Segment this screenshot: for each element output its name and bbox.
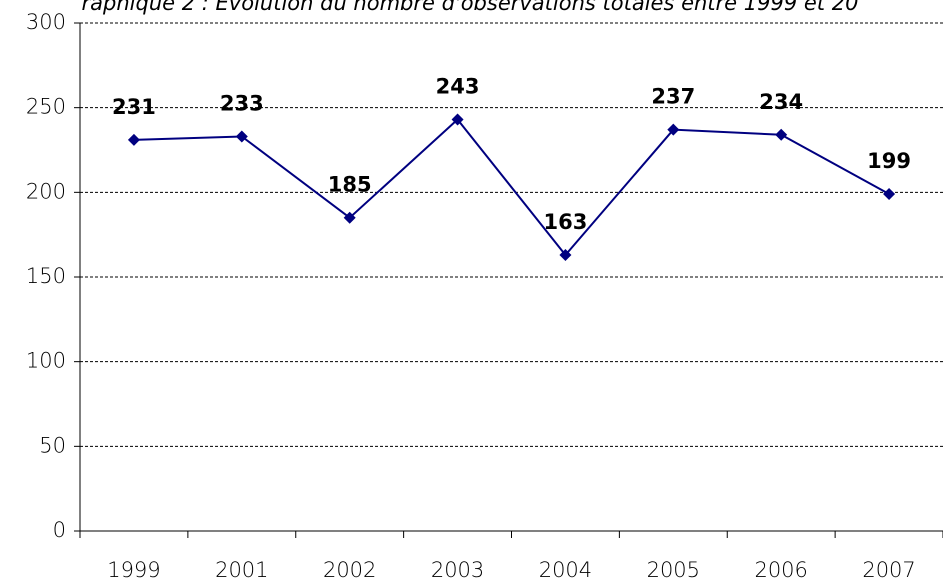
- data-point: [559, 248, 572, 261]
- data-label: 163: [544, 210, 588, 234]
- data-label: 199: [867, 149, 911, 173]
- data-label: 231: [112, 95, 156, 119]
- x-tick-label: 2005: [647, 558, 700, 582]
- data-point: [343, 211, 356, 224]
- y-tick-label: 0: [53, 518, 66, 542]
- data-line: [133, 118, 890, 257]
- x-tick-label: 2006: [754, 558, 807, 582]
- data-point: [451, 113, 464, 126]
- data-label: 185: [328, 173, 372, 197]
- x-tick-label: 2004: [539, 558, 592, 582]
- data-point: [883, 188, 896, 201]
- data-label: 234: [759, 90, 803, 114]
- data-point: [775, 128, 788, 141]
- chart-title: raphique 2 : Evolution du nombre d'obser…: [82, 0, 859, 15]
- y-tick-label: 250: [26, 95, 66, 119]
- x-tick-label: 2003: [431, 558, 484, 582]
- data-point: [235, 130, 248, 143]
- x-tick-label: 1999: [107, 558, 160, 582]
- data-label: 243: [436, 75, 480, 99]
- x-tick-label: 2007: [862, 558, 915, 582]
- x-tick-label: 2001: [215, 558, 268, 582]
- y-tick-label: 150: [26, 264, 66, 288]
- y-tick-label: 100: [26, 349, 66, 373]
- y-tick-label: 200: [26, 179, 66, 203]
- data-label: 233: [220, 91, 264, 115]
- data-point: [127, 133, 140, 146]
- x-tick-label: 2002: [323, 558, 376, 582]
- data-point: [667, 123, 680, 136]
- y-tick-label: 300: [26, 10, 66, 34]
- y-tick-label: 50: [39, 433, 66, 457]
- data-label: 237: [651, 85, 695, 109]
